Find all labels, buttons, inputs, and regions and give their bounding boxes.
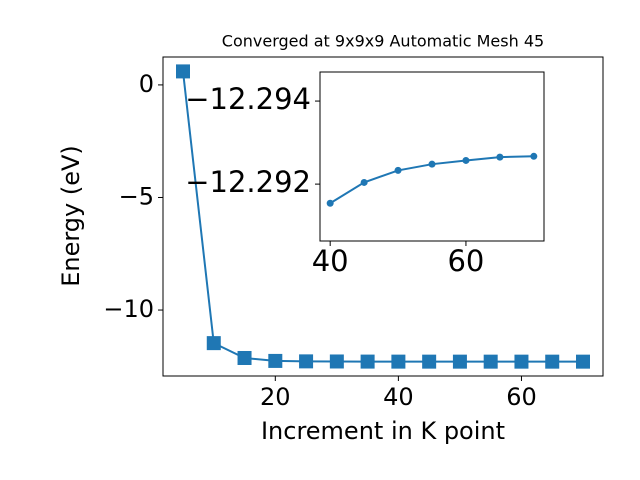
chart-title: Converged at 9x9x9 Automatic Mesh 45 xyxy=(222,32,544,51)
axes-frame xyxy=(162,56,604,377)
x-tick-label: 60 xyxy=(447,244,484,278)
x-axis-label: Increment in K point xyxy=(261,417,505,445)
marker xyxy=(360,354,375,369)
x-tick-label: 40 xyxy=(383,383,414,411)
marker xyxy=(530,152,538,160)
marker xyxy=(576,354,590,369)
marker xyxy=(462,156,470,164)
marker xyxy=(514,354,529,369)
marker xyxy=(545,354,560,369)
y-tick-label: −12.292 xyxy=(185,165,311,199)
axes-frame xyxy=(319,71,545,242)
marker xyxy=(428,160,436,168)
marker xyxy=(394,166,402,174)
marker xyxy=(299,354,314,369)
marker xyxy=(206,336,221,351)
y-tick-label: 0 xyxy=(139,70,154,98)
x-tick-label: 40 xyxy=(312,244,349,278)
y-tick-label: −5 xyxy=(119,182,154,210)
y-tick-label: −12.294 xyxy=(185,82,311,116)
y-axis-label: Energy (eV) xyxy=(57,145,85,287)
marker xyxy=(422,354,437,369)
x-tick-label: 60 xyxy=(506,383,537,411)
marker xyxy=(452,354,467,369)
marker xyxy=(483,354,498,369)
marker xyxy=(329,354,344,369)
marker xyxy=(496,153,504,161)
marker xyxy=(268,353,283,368)
marker xyxy=(326,199,334,207)
marker xyxy=(360,178,368,186)
marker xyxy=(176,64,190,79)
marker xyxy=(391,354,406,369)
y-tick-label: −10 xyxy=(103,295,154,323)
marker xyxy=(237,350,252,365)
x-tick-label: 20 xyxy=(260,383,291,411)
